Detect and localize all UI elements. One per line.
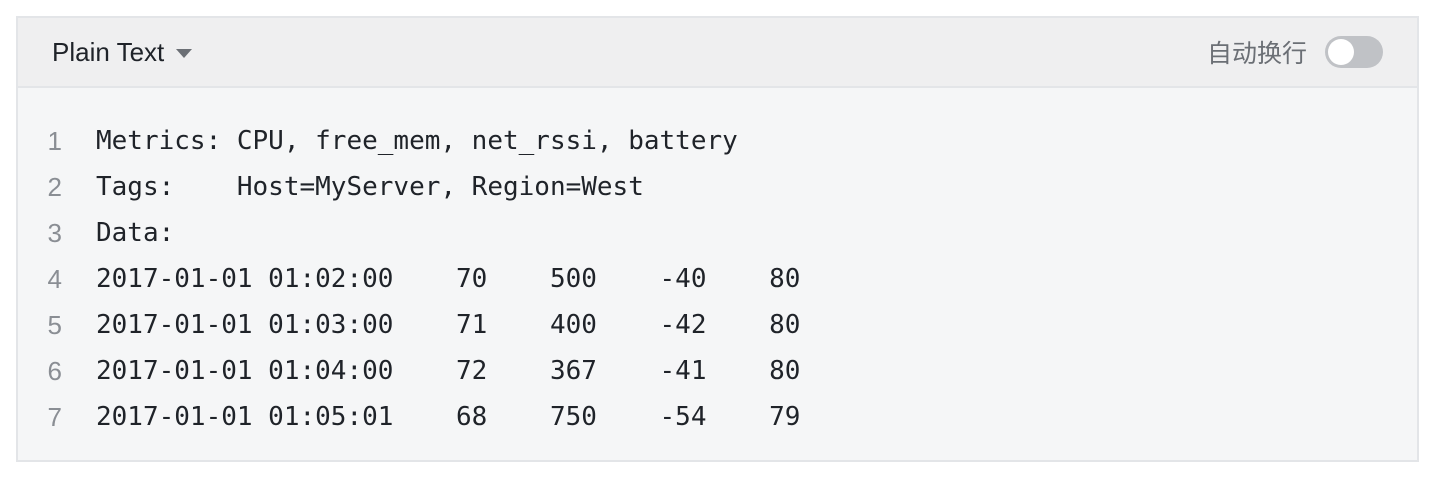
line-number: 4 (47, 264, 62, 294)
line-number: 2 (47, 172, 62, 202)
code-line: 2 Tags: Host=MyServer, Region=West (18, 164, 1417, 210)
code-block: Plain Text 自动换行 1 Metrics: CPU, free_mem… (16, 16, 1419, 462)
line-number: 3 (47, 218, 62, 248)
line-text: Tags: Host=MyServer, Region=West (96, 172, 644, 202)
code-line: 4 2017-01-01 01:02:00 70 500 -40 80 (18, 256, 1417, 302)
word-wrap-toggle[interactable] (1325, 36, 1383, 68)
toggle-knob (1328, 39, 1354, 65)
word-wrap-label: 自动换行 (1206, 39, 1307, 68)
language-label: Plain Text (52, 36, 165, 67)
code-line: 1 Metrics: CPU, free_mem, net_rssi, batt… (18, 118, 1417, 164)
word-wrap-control: 自动换行 (1207, 34, 1383, 70)
line-text: 2017-01-01 01:04:00 72 367 -41 80 (96, 356, 801, 386)
code-line: 3 Data: (18, 210, 1417, 256)
code-block-header: Plain Text 自动换行 (18, 18, 1417, 88)
code-line: 7 2017-01-01 01:05:01 68 750 -54 79 (18, 394, 1417, 440)
line-number: 1 (47, 126, 62, 156)
line-text: 2017-01-01 01:03:00 71 400 -42 80 (96, 310, 801, 340)
line-number: 7 (47, 402, 62, 432)
line-text: 2017-01-01 01:05:01 68 750 -54 79 (96, 402, 801, 432)
line-number: 5 (47, 310, 62, 340)
language-selector[interactable]: Plain Text (52, 36, 193, 68)
code-line: 6 2017-01-01 01:04:00 72 367 -41 80 (18, 348, 1417, 394)
line-text: Data: (96, 218, 175, 248)
line-text: Metrics: CPU, free_mem, net_rssi, batter… (96, 126, 738, 156)
code-line: 5 2017-01-01 01:03:00 71 400 -42 80 (18, 302, 1417, 348)
line-number: 6 (47, 356, 62, 386)
caret-down-icon (176, 49, 193, 58)
code-content: 1 Metrics: CPU, free_mem, net_rssi, batt… (18, 88, 1417, 440)
line-text: 2017-01-01 01:02:00 70 500 -40 80 (96, 264, 801, 294)
